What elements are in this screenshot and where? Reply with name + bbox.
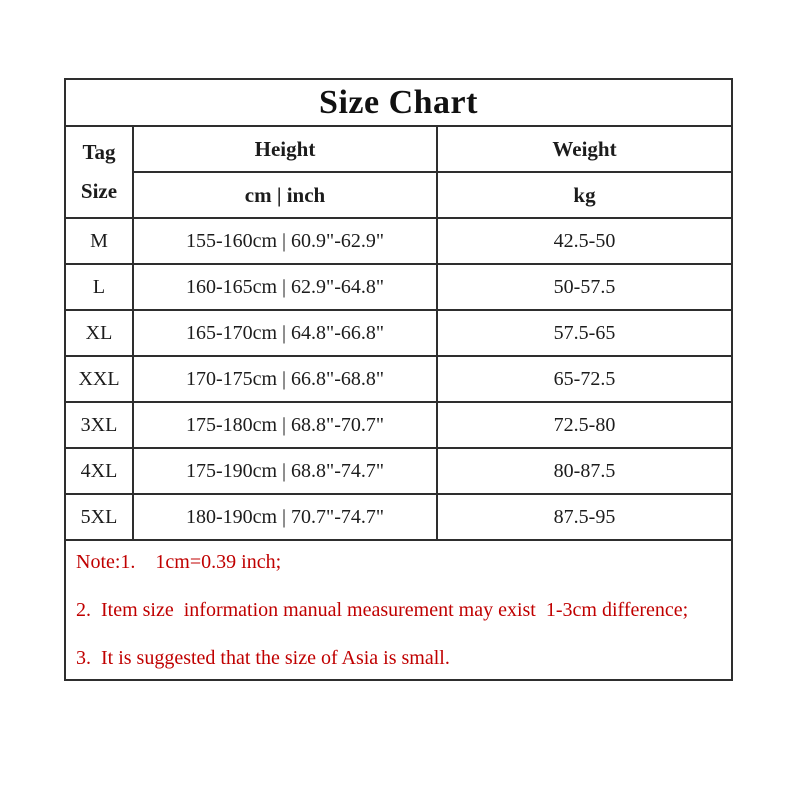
page-title: Size Chart: [64, 78, 733, 127]
header-row-units: cm | inch kg: [65, 171, 733, 219]
height-column-header: Height: [132, 125, 438, 173]
table-row: XL 165-170cm | 64.8"-66.8" 57.5-65: [64, 309, 733, 357]
note-line-2: 2. Item size information manual measurem…: [76, 599, 689, 621]
weight-unit-header: kg: [436, 171, 733, 219]
notes-cell: Note:1. 1cm=0.39 inch; 2. Item size info…: [64, 539, 733, 681]
size-tag-cell: 4XL: [64, 447, 134, 495]
notes-stack: Note:1. 1cm=0.39 inch; 2. Item size info…: [76, 551, 717, 669]
note-line-3: 3. It is suggested that the size of Asia…: [76, 647, 450, 669]
weight-cell: 80-87.5: [436, 447, 733, 495]
header-row-labels: Tag Size Height Weight: [64, 125, 733, 219]
table-row: 3XL 175-180cm | 68.8"-70.7" 72.5-80: [64, 401, 733, 449]
table-row: L 160-165cm | 62.9"-64.8" 50-57.5: [64, 263, 733, 311]
height-cell: 165-170cm | 64.8"-66.8": [132, 309, 438, 357]
size-tag-cell: L: [64, 263, 134, 311]
note-line-1: Note:1. 1cm=0.39 inch;: [76, 551, 282, 573]
height-cell: 160-165cm | 62.9"-64.8": [132, 263, 438, 311]
size-tag-cell: XL: [64, 309, 134, 357]
size-label: Size: [80, 179, 118, 203]
height-cell: 170-175cm | 66.8"-68.8": [132, 355, 438, 403]
size-tag-cell: 3XL: [64, 401, 134, 449]
height-cell: 155-160cm | 60.9"-62.9": [132, 217, 438, 265]
title-row: Size Chart: [64, 78, 733, 127]
size-tag-cell: M: [64, 217, 134, 265]
tag-label: Tag: [82, 140, 116, 164]
table-row: XXL 170-175cm | 66.8"-68.8" 65-72.5: [64, 355, 733, 403]
height-unit-header: cm | inch: [132, 171, 438, 219]
tag-size-header-cell: Tag Size: [64, 125, 134, 219]
table-row: 5XL 180-190cm | 70.7"-74.7" 87.5-95: [64, 493, 733, 541]
weight-cell: 50-57.5: [436, 263, 733, 311]
weight-cell: 72.5-80: [436, 401, 733, 449]
height-cell: 180-190cm | 70.7"-74.7": [132, 493, 438, 541]
table-row: M 155-160cm | 60.9"-62.9" 42.5-50: [64, 217, 733, 265]
weight-cell: 87.5-95: [436, 493, 733, 541]
size-tag-cell: 5XL: [64, 493, 134, 541]
weight-cell: 42.5-50: [436, 217, 733, 265]
weight-cell: 65-72.5: [436, 355, 733, 403]
notes-row: Note:1. 1cm=0.39 inch; 2. Item size info…: [64, 539, 733, 681]
weight-cell: 57.5-65: [436, 309, 733, 357]
weight-column-header: Weight: [436, 125, 733, 173]
table-row: 4XL 175-190cm | 68.8"-74.7" 80-87.5: [64, 447, 733, 495]
size-tag-cell: XXL: [64, 355, 134, 403]
height-cell: 175-180cm | 68.8"-70.7": [132, 401, 438, 449]
height-cell: 175-190cm | 68.8"-74.7": [132, 447, 438, 495]
size-chart-table: Size Chart Tag Size Height Weight cm | i…: [64, 78, 733, 681]
